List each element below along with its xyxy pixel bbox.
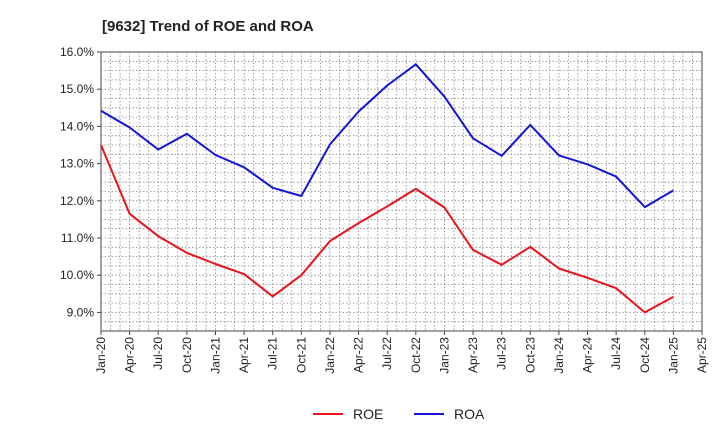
x-axis-ticks: Jan-20 Apr-20 Jul-20 Oct-20 Jan-21 Apr-21 Jul-… [94,331,709,374]
x-tick-label: Apr-20 [123,337,137,373]
x-tick-label: Oct-21 [294,337,308,373]
x-tick-label: Jul-23 [495,337,509,370]
x-tick-label: Apr-21 [237,337,251,373]
legend-label-roa: ROA [454,406,485,422]
legend: ROE ROA [313,406,485,422]
x-tick-label: Oct-22 [409,337,423,373]
y-tick-label: 14.0% [60,119,94,133]
x-tick-label: Jul-20 [151,337,165,370]
x-tick-label: Jan-22 [323,337,337,374]
x-tick-label: Jan-23 [437,337,451,374]
x-tick-label: Oct-24 [638,337,652,373]
series-lines [100,63,674,314]
y-tick-label: 13.0% [60,157,94,171]
legend-label-roe: ROE [353,406,383,422]
x-tick-label: Oct-23 [523,337,537,373]
series-line-roa [100,63,674,209]
x-tick-label: Apr-22 [352,337,366,373]
x-tick-label: Jan-20 [94,337,108,374]
grid-lines [101,52,702,331]
series-line-roe [100,144,674,314]
y-tick-label: 16.0% [60,45,94,59]
x-tick-label: Apr-25 [695,337,709,373]
x-tick-label: Jan-25 [666,337,680,374]
y-tick-label: 10.0% [60,268,94,282]
x-tick-label: Jul-21 [266,337,280,370]
y-axis-ticks: 9.0% 10.0% 11.0% 12.0% 13.0% 14.0% 15.0% 16.0% [60,45,101,319]
y-tick-label: 11.0% [61,231,94,245]
x-tick-label: Jan-21 [208,337,222,374]
plot-area [100,51,703,332]
x-tick-label: Oct-20 [180,337,194,373]
x-tick-label: Apr-24 [581,337,595,373]
x-tick-label: Apr-23 [466,337,480,373]
x-tick-label: Jul-24 [609,337,623,370]
x-tick-label: Jan-24 [552,337,566,374]
y-tick-label: 15.0% [60,82,94,96]
y-tick-label: 9.0% [67,305,95,319]
y-tick-label: 12.0% [60,194,94,208]
chart-title: [9632] Trend of ROE and ROA [102,18,314,35]
x-tick-label: Jul-22 [380,337,394,370]
